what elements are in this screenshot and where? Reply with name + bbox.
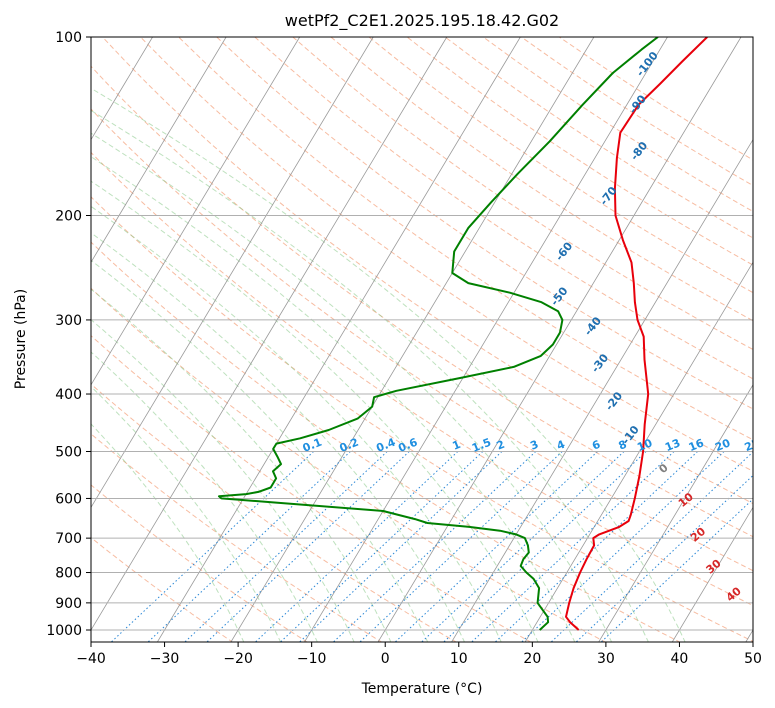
dry-adiabat bbox=[91, 241, 681, 642]
y-tick-label: 100 bbox=[55, 30, 82, 46]
isotherm bbox=[91, 37, 374, 509]
y-axis-label: Pressure (hPa) bbox=[13, 289, 29, 389]
mixing-ratio-line bbox=[575, 474, 753, 642]
dry-adiabat bbox=[102, 37, 753, 505]
mixing-ratio-line bbox=[443, 451, 647, 642]
isotherm bbox=[91, 37, 153, 141]
y-tick-label: 200 bbox=[55, 209, 82, 225]
x-tick-label: 10 bbox=[450, 651, 468, 667]
y-tick-label: 300 bbox=[55, 313, 82, 329]
y-tick-label: 1000 bbox=[46, 623, 82, 639]
mixing-ratio-label: 1 bbox=[450, 438, 462, 453]
mixing-ratio-label: 20 bbox=[713, 436, 732, 454]
mixing-ratio-label: 16 bbox=[687, 436, 706, 454]
dry-adiabat bbox=[91, 433, 383, 642]
moist-adiabat bbox=[91, 232, 465, 642]
mixing-ratio-line bbox=[600, 498, 753, 642]
mixing-ratio-line bbox=[184, 451, 388, 642]
dry-adiabat bbox=[91, 151, 753, 607]
mixing-ratio-line bbox=[470, 451, 675, 642]
isotherm bbox=[377, 37, 742, 642]
x-tick-label: −20 bbox=[223, 651, 253, 667]
isotherm bbox=[91, 37, 301, 386]
mixing-ratio-line bbox=[298, 451, 503, 642]
dry-adiabat bbox=[91, 108, 753, 572]
y-axis: 100 200 300 400 500 600 700 800 900 1000 bbox=[46, 30, 91, 639]
mixing-ratio-line bbox=[110, 451, 314, 642]
moist-adiabat bbox=[91, 180, 539, 642]
isotherm bbox=[91, 37, 448, 631]
mixing-ratio-line bbox=[394, 451, 598, 642]
isotherm bbox=[451, 138, 753, 642]
chart-title: wetPf2_C2E1.2025.195.18.42.G02 bbox=[285, 11, 559, 31]
y-tick-label: 700 bbox=[55, 531, 82, 547]
x-tick-label: 40 bbox=[671, 651, 689, 667]
mixing-ratio-line bbox=[420, 451, 625, 642]
mixing-ratio-line bbox=[206, 451, 410, 642]
mixing-ratio-label: 13 bbox=[663, 436, 682, 454]
mixing-ratio-label: 2 bbox=[495, 438, 507, 453]
isotherm bbox=[524, 261, 753, 642]
mixing-ratio-label: 8 bbox=[617, 438, 629, 453]
mixing-ratio-line bbox=[494, 451, 698, 642]
y-tick-label: 500 bbox=[55, 444, 82, 460]
x-tick-label: 30 bbox=[597, 651, 615, 667]
dry-adiabat bbox=[91, 484, 308, 642]
x-axis-label: Temperature (°C) bbox=[361, 681, 483, 697]
dry-adiabat bbox=[91, 383, 457, 642]
x-tick-label: −10 bbox=[297, 651, 327, 667]
mixing-ratio-line bbox=[520, 451, 725, 642]
background-lines bbox=[91, 37, 753, 642]
x-tick-label: 50 bbox=[744, 651, 762, 667]
x-tick-label: −40 bbox=[76, 651, 106, 667]
plot-frame bbox=[90, 36, 754, 643]
y-tick-label: 400 bbox=[55, 387, 82, 403]
profile-lines bbox=[218, 37, 708, 631]
x-tick-label: 20 bbox=[523, 651, 541, 667]
x-tick-label: 0 bbox=[381, 651, 390, 667]
temperature-profile-line bbox=[565, 37, 708, 631]
isotherm bbox=[91, 37, 227, 263]
isotherm bbox=[156, 37, 521, 642]
isotherm bbox=[304, 37, 668, 642]
moist-adiabat bbox=[91, 132, 613, 642]
mixing-ratio-line bbox=[550, 451, 753, 642]
mixing-ratio-line bbox=[147, 451, 351, 642]
mixing-ratio-line bbox=[359, 451, 563, 642]
moist-adiabat bbox=[91, 109, 649, 642]
mixing-ratio-label: 3 bbox=[528, 438, 540, 453]
dry-adiabat bbox=[254, 37, 753, 380]
dewpoint-profile-line bbox=[218, 37, 659, 631]
isotherm bbox=[671, 506, 753, 642]
y-tick-label: 600 bbox=[55, 491, 82, 507]
dry-adiabat bbox=[91, 335, 532, 642]
moist-adiabat bbox=[91, 205, 502, 642]
moist-adiabat bbox=[91, 259, 429, 642]
mixing-ratio-line bbox=[254, 451, 459, 642]
dry-adiabat bbox=[216, 37, 753, 410]
isotherm bbox=[598, 384, 753, 642]
mixing-ratio-line bbox=[332, 451, 537, 642]
dry-adiabat bbox=[91, 536, 234, 642]
mixing-ratio-label: 25 bbox=[743, 436, 762, 454]
mixing-ratio-line bbox=[279, 451, 484, 642]
y-tick-label: 800 bbox=[55, 566, 82, 582]
moist-adiabat bbox=[91, 87, 686, 642]
pressure-gridlines bbox=[91, 37, 753, 631]
mixing-ratio-label: 10 bbox=[635, 436, 654, 454]
x-axis: −40 −30 −20 −10 0 10 20 30 40 50 bbox=[76, 642, 762, 667]
y-tick-label: 900 bbox=[55, 596, 82, 612]
moist-adiabat bbox=[91, 156, 576, 642]
isotherm bbox=[230, 37, 595, 642]
dry-adiabat bbox=[140, 37, 753, 472]
x-tick-label: −30 bbox=[150, 651, 180, 667]
